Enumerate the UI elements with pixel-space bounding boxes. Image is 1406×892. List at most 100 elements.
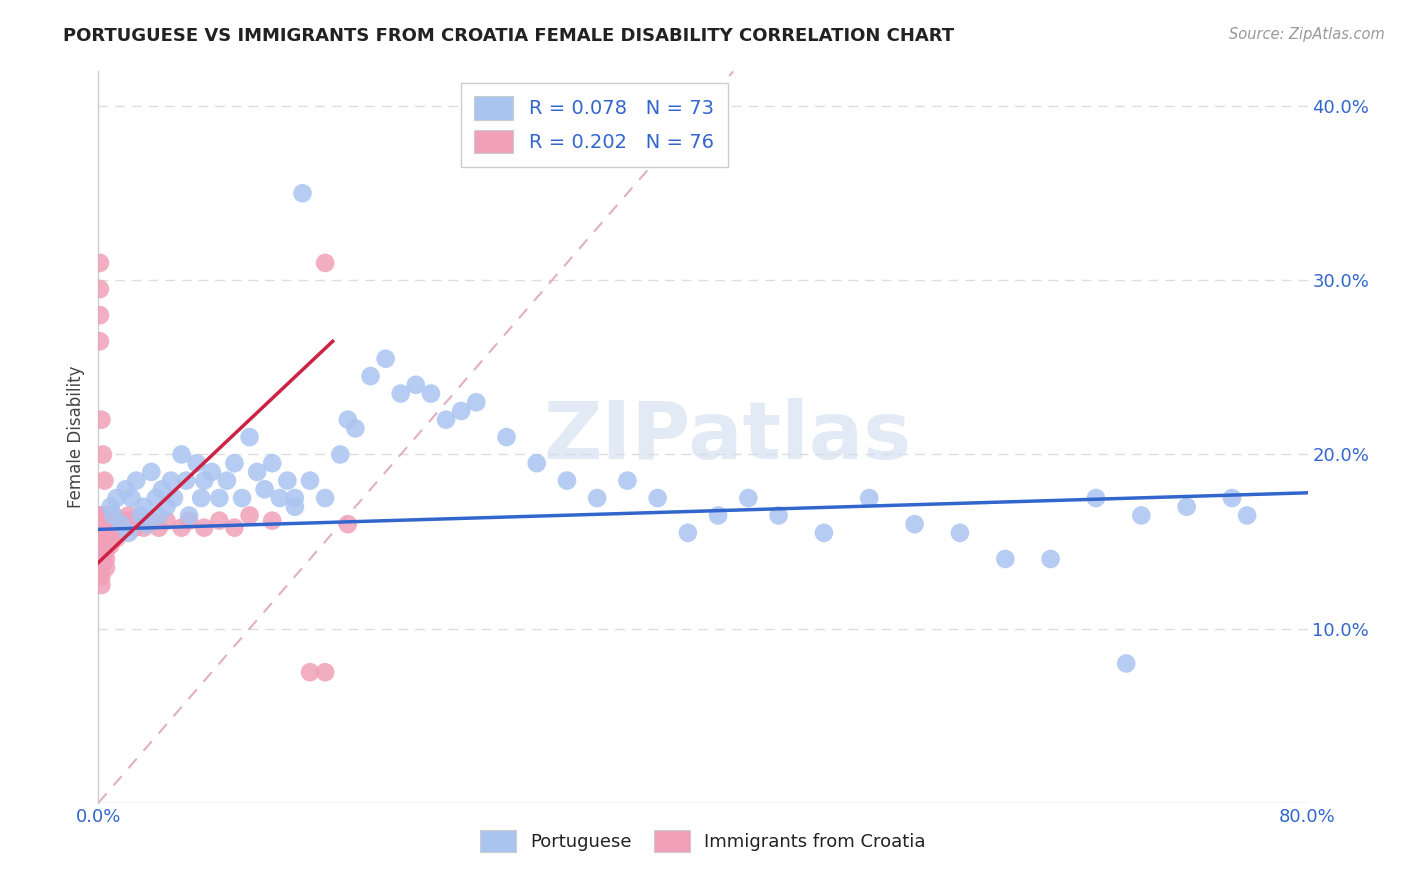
Point — [108, 521, 131, 535]
Point — [389, 386, 412, 401]
Point — [135, 517, 157, 532]
Point — [96, 508, 118, 523]
Point — [253, 483, 276, 497]
Point — [101, 514, 124, 528]
Text: PORTUGUESE VS IMMIGRANTS FROM CROATIA FEMALE DISABILITY CORRELATION CHART: PORTUGUESE VS IMMIGRANTS FROM CROATIA FE… — [63, 27, 955, 45]
Point — [269, 491, 291, 505]
Point — [526, 456, 548, 470]
Point — [737, 491, 759, 505]
Point — [91, 517, 114, 532]
Point — [215, 474, 238, 488]
Point — [434, 412, 457, 426]
Point — [121, 514, 143, 528]
Point — [284, 491, 307, 505]
Point — [555, 474, 578, 488]
Point — [148, 508, 170, 523]
Point — [90, 552, 112, 566]
Point — [94, 534, 117, 549]
Point — [100, 514, 122, 528]
Point — [145, 491, 167, 505]
Point — [107, 517, 129, 532]
Point — [114, 483, 136, 497]
Point — [100, 522, 122, 536]
Point — [91, 552, 114, 566]
Point — [647, 491, 669, 505]
Text: Source: ZipAtlas.com: Source: ZipAtlas.com — [1229, 27, 1385, 42]
Point — [155, 500, 177, 514]
Point — [239, 508, 262, 523]
Point — [314, 491, 336, 505]
Point — [89, 525, 111, 540]
Point — [100, 538, 122, 552]
Point — [858, 491, 880, 505]
Point — [93, 525, 115, 540]
Point — [813, 525, 835, 540]
Point — [1085, 491, 1108, 505]
Point — [89, 534, 111, 549]
Point — [89, 334, 111, 349]
Point — [160, 474, 183, 488]
Point — [105, 491, 128, 505]
Point — [1130, 508, 1153, 523]
Point — [94, 525, 117, 540]
Point — [132, 500, 155, 514]
Point — [262, 514, 284, 528]
Point — [91, 534, 114, 549]
Point — [450, 404, 472, 418]
Point — [90, 560, 112, 574]
Point — [118, 508, 141, 523]
Point — [101, 525, 124, 540]
Point — [111, 517, 134, 532]
Point — [1039, 552, 1062, 566]
Point — [110, 514, 132, 528]
Point — [246, 465, 269, 479]
Point — [96, 525, 118, 540]
Point — [1175, 500, 1198, 514]
Point — [127, 514, 149, 528]
Point — [336, 412, 359, 426]
Point — [291, 186, 314, 201]
Point — [94, 508, 117, 523]
Point — [170, 521, 193, 535]
Point — [93, 543, 115, 558]
Point — [949, 525, 972, 540]
Point — [336, 517, 359, 532]
Point — [420, 386, 443, 401]
Point — [96, 534, 118, 549]
Point — [104, 514, 127, 528]
Point — [208, 491, 231, 505]
Point — [94, 552, 117, 566]
Point — [114, 514, 136, 528]
Point — [103, 508, 125, 523]
Y-axis label: Female Disability: Female Disability — [67, 366, 86, 508]
Point — [121, 491, 143, 505]
Point — [129, 508, 152, 523]
Point — [262, 456, 284, 470]
Point — [586, 491, 609, 505]
Point — [676, 525, 699, 540]
Point — [98, 521, 121, 535]
Point — [118, 525, 141, 540]
Point — [93, 474, 115, 488]
Point — [405, 377, 427, 392]
Point — [105, 531, 128, 545]
Point — [224, 456, 246, 470]
Point — [105, 521, 128, 535]
Point — [89, 517, 111, 532]
Point — [329, 448, 352, 462]
Point — [1220, 491, 1243, 505]
Point — [174, 474, 197, 488]
Point — [94, 560, 117, 574]
Point — [89, 256, 111, 270]
Point — [344, 421, 367, 435]
Point — [98, 508, 121, 523]
Point — [904, 517, 927, 532]
Point — [89, 508, 111, 523]
Point — [201, 465, 224, 479]
Point — [90, 412, 112, 426]
Point — [616, 474, 638, 488]
Point — [208, 514, 231, 528]
Point — [89, 308, 111, 322]
Point — [239, 430, 262, 444]
Text: ZIPatlas: ZIPatlas — [543, 398, 911, 476]
